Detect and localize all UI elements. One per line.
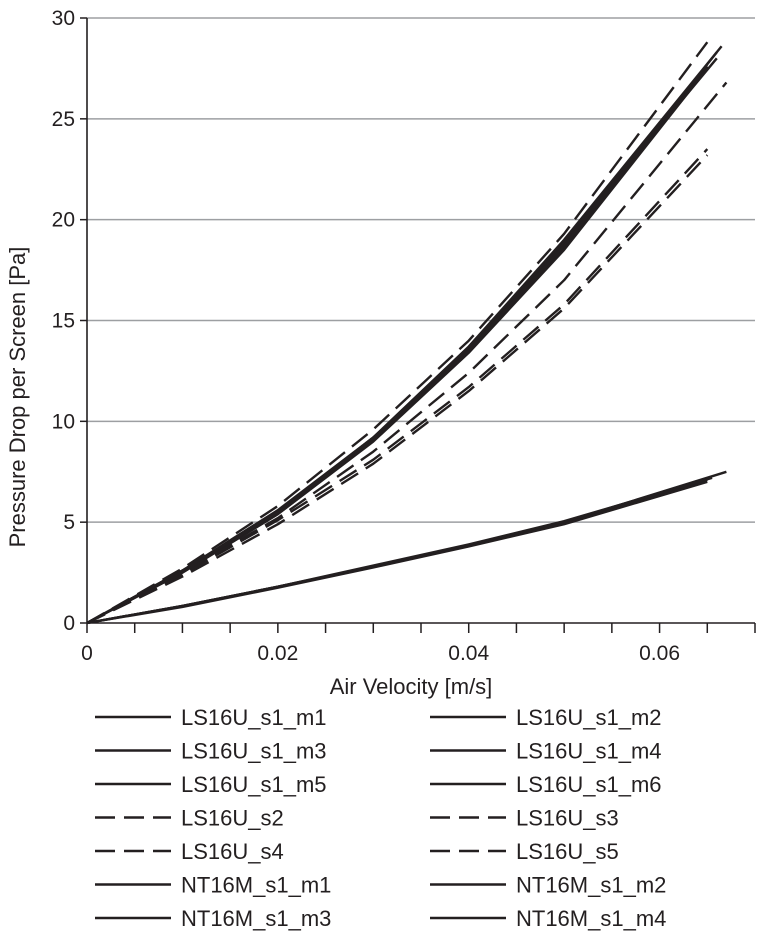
series-line-ls16u-s2 (86, 81, 728, 625)
y-tick-label-2: 10 (52, 410, 75, 433)
legend-label: LS16U_s2 (181, 806, 284, 831)
x-tick-label-1: 0.02 (257, 642, 298, 665)
legend-item: NT16M_s1_m1 (95, 873, 331, 898)
legend-label: LS16U_s5 (516, 839, 619, 864)
series-line-nt16m-s1-m4 (86, 476, 713, 625)
legend: LS16U_s1_m1 LS16U_s1_m2 LS16U_s1_m3 LS16U_s… (95, 705, 666, 931)
x-axis-title: Air Velocity [m/s] (330, 674, 493, 699)
y-tick-label-3: 15 (52, 310, 75, 333)
legend-label: NT16M_s1_m1 (181, 873, 331, 898)
legend-label: NT16M_s1_m4 (516, 906, 666, 931)
series-line-ls16u-s3 (86, 148, 709, 625)
series-lines (86, 41, 728, 625)
series-line-ls16u-s1-m1 (86, 65, 709, 625)
legend-label: NT16M_s1_m2 (516, 873, 666, 898)
y-tick-label-1: 5 (63, 511, 75, 534)
y-tick-label-0: 0 (63, 612, 75, 635)
y-tick-label-6: 30 (52, 7, 75, 30)
legend-label: LS16U_s1_m3 (181, 739, 327, 764)
legend-item: LS16U_s1_m3 (95, 739, 327, 764)
legend-item: LS16U_s4 (95, 839, 284, 864)
series-line-ls16u-s5 (86, 154, 709, 625)
legend-label: LS16U_s1_m5 (181, 772, 327, 797)
legend-label: LS16U_s1_m1 (181, 705, 327, 730)
legend-item: LS16U_s5 (430, 839, 619, 864)
legend-label: LS16U_s1_m4 (516, 739, 662, 764)
series-line-nt16m-s1-m1 (86, 478, 708, 625)
x-tick-label-2: 0.04 (448, 642, 489, 665)
legend-item: LS16U_s1_m6 (430, 772, 662, 797)
legend-item: LS16U_s1_m4 (430, 739, 662, 764)
y-axis-ticks: 0 5 10 15 20 25 30 (52, 7, 87, 635)
y-axis-title: Pressure Drop per Screen [Pa] (5, 247, 30, 548)
axes (86, 18, 755, 624)
legend-item: LS16U_s2 (95, 806, 284, 831)
legend-label: NT16M_s1_m3 (181, 906, 331, 931)
series-line-nt16m-s1-m3 (86, 480, 708, 625)
legend-label: LS16U_s4 (181, 839, 284, 864)
series-line-ls16u-s1-m2 (86, 51, 718, 625)
series-line-ls16u-s4 (86, 41, 709, 625)
legend-item: LS16U_s1_m1 (95, 705, 327, 730)
legend-item: NT16M_s1_m2 (430, 873, 666, 898)
legend-label: LS16U_s1_m2 (516, 705, 662, 730)
grid-lines (87, 17, 755, 523)
x-tick-label-3: 0.06 (639, 642, 680, 665)
y-tick-label-4: 20 (52, 209, 75, 232)
legend-item: LS16U_s3 (430, 806, 619, 831)
series-line-nt16m-s1-m2 (86, 470, 727, 625)
y-tick-label-5: 25 (52, 108, 75, 131)
series-line-ls16u-s1-m3 (86, 67, 709, 625)
series-line-ls16u-s1-m4 (86, 57, 718, 625)
legend-item: LS16U_s1_m2 (430, 705, 662, 730)
legend-item: NT16M_s1_m3 (95, 906, 331, 931)
x-axis-ticks: 0 0.02 0.04 0.06 (81, 623, 756, 665)
legend-item: NT16M_s1_m4 (430, 906, 666, 931)
legend-item: LS16U_s1_m5 (95, 772, 327, 797)
legend-label: LS16U_s3 (516, 806, 619, 831)
series-line-ls16u-s1-m5 (86, 63, 709, 625)
series-line-ls16u-s1-m6 (86, 45, 723, 625)
legend-label: LS16U_s1_m6 (516, 772, 662, 797)
x-tick-label-0: 0 (81, 642, 93, 665)
